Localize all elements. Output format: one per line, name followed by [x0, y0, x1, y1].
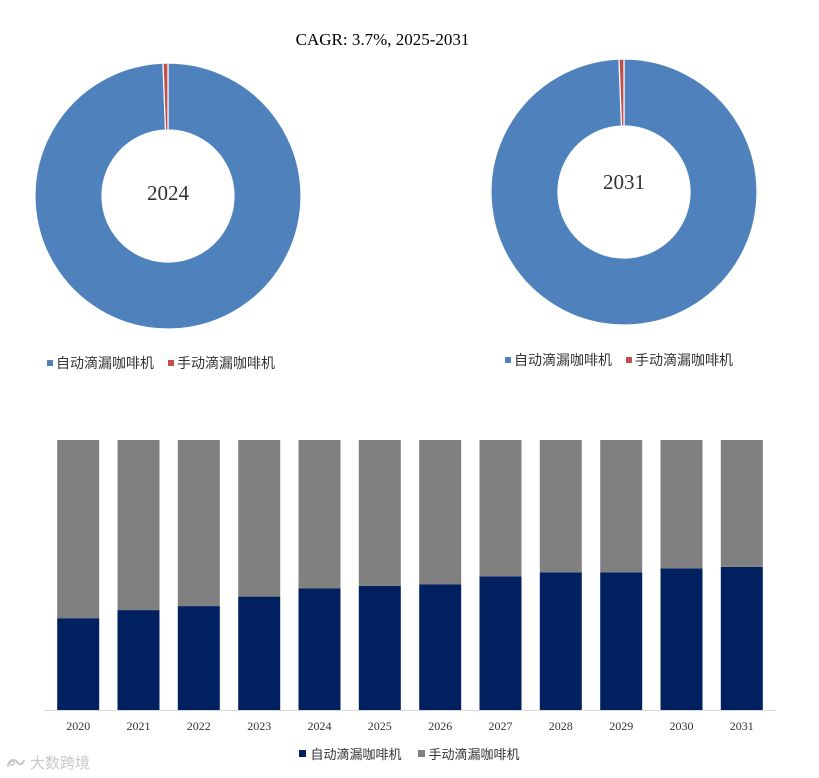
legend-swatch-manual [168, 360, 174, 366]
x-tick-label: 2024 [308, 719, 332, 733]
bar-segment-manual [600, 440, 643, 573]
x-tick-label: 2022 [187, 719, 211, 733]
donut-chart-2031: 2031 [490, 58, 758, 326]
bar-legend: 自动滴漏咖啡机 手动滴漏咖啡机 [0, 744, 819, 763]
x-tick-label: 2026 [428, 719, 452, 733]
donut-legend-right: 自动滴漏咖啡机 手动滴漏咖啡机 [505, 350, 747, 370]
legend-label: 手动滴漏咖啡机 [428, 748, 520, 763]
donut-legend-left: 自动滴漏咖啡机 手动滴漏咖啡机 [47, 353, 289, 373]
bar-segment-auto [358, 585, 401, 710]
donut-center-label: 2031 [603, 170, 645, 194]
donut-slice-auto [490, 58, 758, 326]
legend-item-auto: 自动滴漏咖啡机 [299, 744, 402, 763]
donut-center-label: 2024 [147, 181, 190, 205]
bar-segment-manual [238, 440, 281, 597]
legend-item-auto: 自动滴漏咖啡机 [505, 350, 612, 370]
bar-segment-manual [660, 440, 703, 569]
bar-segment-manual [117, 440, 160, 611]
bar-segment-auto [660, 568, 703, 711]
x-tick-label: 2031 [730, 719, 754, 733]
x-tick-label: 2021 [127, 719, 151, 733]
legend-swatch-auto [299, 750, 307, 757]
watermark-logo-icon [7, 758, 25, 767]
donut-slice-auto [34, 62, 302, 330]
stacked-bar-chart: 2020 2021 2022 2023 2024 2025 2026 2027 2028 2029… [44, 440, 776, 733]
x-tick-label: 2027 [489, 719, 513, 733]
legend-label: 自动滴漏咖啡机 [310, 748, 402, 763]
legend-label: 手动滴漏咖啡机 [635, 353, 733, 369]
legend-label: 自动滴漏咖啡机 [56, 356, 154, 372]
bar-segment-manual [419, 440, 462, 585]
donut-slice-manual [162, 62, 169, 131]
bar-segment-auto [720, 566, 763, 710]
bar-segment-auto [419, 584, 462, 710]
donut-slice-manual [618, 58, 625, 127]
bar-segment-auto [539, 572, 582, 710]
legend-label: 手动滴漏咖啡机 [177, 356, 275, 372]
bar-segment-manual [479, 440, 522, 577]
x-tick-label: 2020 [66, 719, 90, 733]
bar-segment-auto [600, 572, 643, 710]
legend-swatch-auto [505, 357, 511, 363]
watermark-text: 大数跨境 [30, 754, 91, 772]
donut-chart-2024: 2024 [34, 62, 302, 330]
bar-segment-manual [358, 440, 401, 586]
bar-segment-auto [238, 596, 281, 710]
legend-swatch-manual [626, 357, 632, 363]
cagr-title: CAGR: 3.7%, 2025-2031 [295, 30, 470, 49]
x-tick-label: 2028 [549, 719, 573, 733]
bar-segment-auto [298, 588, 341, 710]
x-tick-label: 2029 [609, 719, 633, 733]
x-tick-label: 2025 [368, 719, 392, 733]
legend-swatch-auto [47, 360, 53, 366]
bar-segment-auto [479, 576, 522, 710]
bar-segment-auto [117, 610, 160, 710]
bar-segment-manual [720, 440, 763, 567]
x-tick-label: 2030 [670, 719, 694, 733]
legend-item-auto: 自动滴漏咖啡机 [47, 353, 154, 373]
legend-item-manual: 手动滴漏咖啡机 [168, 353, 275, 373]
legend-item-manual: 手动滴漏咖啡机 [417, 744, 520, 763]
x-tick-label: 2023 [247, 719, 271, 733]
legend-swatch-manual [417, 750, 425, 757]
bar-segment-auto [57, 618, 100, 710]
bar-segment-manual [57, 440, 100, 619]
bar-segment-manual [177, 440, 220, 607]
legend-label: 自动滴漏咖啡机 [514, 353, 612, 369]
legend-item-manual: 手动滴漏咖啡机 [626, 350, 733, 370]
watermark: 大数跨境 [6, 752, 90, 773]
bar-segment-manual [298, 440, 341, 589]
bar-segment-auto [177, 606, 220, 711]
bar-segment-manual [539, 440, 582, 573]
